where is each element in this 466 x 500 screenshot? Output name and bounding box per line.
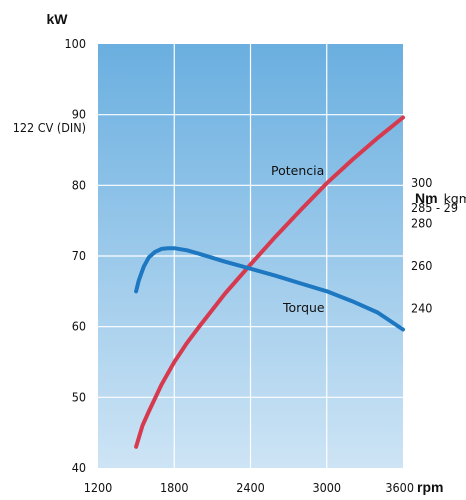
x-tick-label: 3600 bbox=[385, 480, 414, 495]
series-label-torque: Torque bbox=[282, 300, 325, 315]
series-line-potencia bbox=[134, 115, 405, 449]
y-tick-label: 80 bbox=[72, 177, 86, 192]
x-axis-unit: rpm bbox=[417, 479, 443, 495]
y-tick-label: 60 bbox=[72, 319, 86, 334]
grid-lines bbox=[98, 44, 403, 468]
right-tick-label: 300 bbox=[411, 175, 432, 190]
right-tick-label: 280 bbox=[411, 215, 432, 230]
y-tick-label: 40 bbox=[72, 460, 86, 475]
power-rating-annotation: 122 CV (DIN) bbox=[13, 120, 86, 135]
right-tick-label: 260 bbox=[411, 258, 432, 273]
y-tick-label: 100 bbox=[65, 36, 86, 51]
right-tick-label: 240 bbox=[411, 300, 432, 315]
series-label-potencia: Potencia bbox=[271, 163, 324, 178]
right-axis-unit: Nm kgm bbox=[415, 190, 466, 206]
right-tick-label: 285 - 29 bbox=[411, 200, 458, 215]
y-tick-label: 90 bbox=[72, 107, 86, 122]
y-tick-label: 70 bbox=[72, 248, 86, 263]
x-tick-label: 3000 bbox=[312, 480, 341, 495]
x-tick-label: 1800 bbox=[160, 480, 189, 495]
labels-layer: 40 50 60 70 80 90 100 kW 122 CV (DIN) 1200 1800 240… bbox=[13, 11, 466, 495]
series-layer bbox=[134, 115, 405, 449]
x-tick-label: 2400 bbox=[236, 480, 265, 495]
x-tick-label: 1200 bbox=[84, 480, 113, 495]
y-tick-label: 50 bbox=[72, 389, 86, 404]
series-line-torque bbox=[134, 246, 405, 332]
y-axis-unit: kW bbox=[47, 11, 69, 27]
